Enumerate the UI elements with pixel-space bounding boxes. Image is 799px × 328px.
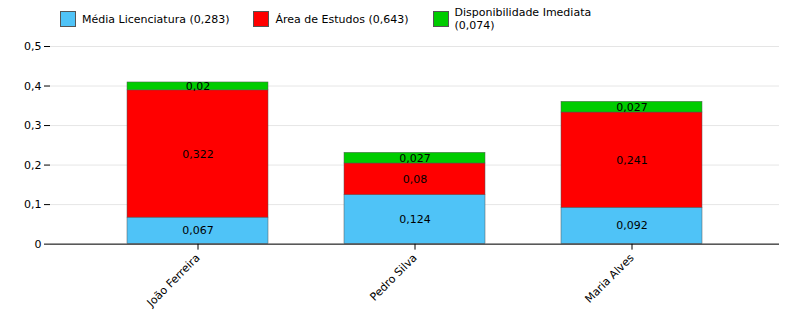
svg-text:Pedro Silva: Pedro Silva: [367, 252, 419, 304]
svg-text:0,2: 0,2: [24, 159, 42, 172]
svg-text:0,067: 0,067: [182, 225, 214, 238]
svg-text:Maria Alves: Maria Alves: [582, 252, 636, 306]
svg-text:0,02: 0,02: [186, 80, 211, 93]
svg-text:0,3: 0,3: [24, 119, 42, 132]
html-text:Área de Estudos (0,643): Área de Estudos (0,643): [275, 12, 409, 26]
svg-text:0,124: 0,124: [399, 214, 431, 227]
svg-text:João Ferreira: João Ferreira: [144, 252, 203, 311]
svg-text:0,322: 0,322: [182, 148, 214, 161]
svg-text:0,241: 0,241: [616, 154, 648, 167]
html-text:Média Licenciatura (0,283): Média Licenciatura (0,283): [82, 12, 230, 26]
svg-text:0: 0: [35, 238, 42, 251]
svg-text:0,08: 0,08: [403, 173, 428, 186]
svg-text:0,092: 0,092: [616, 220, 648, 233]
svg-text:0,4: 0,4: [24, 80, 42, 93]
svg-text:0,1: 0,1: [24, 198, 42, 211]
svg-text:0,027: 0,027: [399, 152, 431, 165]
html-text:Disponibilidade Imediata (0,07: Disponibilidade Imediata (0,074): [454, 6, 592, 33]
svg-text:0,5: 0,5: [24, 40, 42, 53]
svg-text:0,027: 0,027: [616, 101, 648, 114]
